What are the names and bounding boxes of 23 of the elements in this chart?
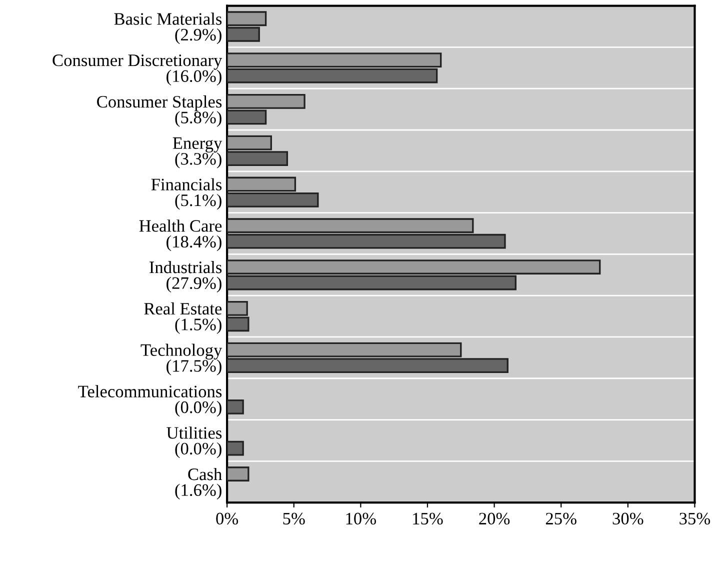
- x-tick-label: 0%: [216, 512, 238, 525]
- y-tick-label: Energy (3.3%): [172, 137, 222, 168]
- y-tick-label: Basic Materials (2.9%): [114, 12, 222, 44]
- y-tick-label: Cash (1.6%): [175, 468, 222, 500]
- y-tick-label: Consumer Discretionary (16.0%): [52, 54, 222, 86]
- y-tick-label: Utilities (0.0%): [166, 426, 222, 458]
- bar: [227, 399, 244, 414]
- bar: [227, 466, 250, 482]
- y-tick-label: Telecommunications (0.0%): [78, 385, 222, 417]
- y-tick-label: Financials (5.1%): [151, 178, 222, 210]
- y-tick-label: Industrials (27.9%): [150, 260, 222, 292]
- x-tick-label: 20%: [479, 512, 510, 525]
- x-tick-label: 35%: [680, 512, 710, 525]
- x-tick-label: 5%: [283, 512, 305, 525]
- y-tick-label: Technology (17.5%): [140, 344, 222, 376]
- x-tick-label: 25%: [546, 512, 576, 525]
- x-tick-label: 30%: [612, 512, 644, 525]
- x-tick-label: 10%: [346, 512, 376, 525]
- y-tick-label: Consumer Staples (5.8%): [97, 95, 222, 127]
- bar: [227, 440, 244, 456]
- x-tick-label: 15%: [413, 512, 443, 525]
- y-tick-label: Real Estate (1.5%): [144, 302, 222, 334]
- y-tick-label: Health Care (18.4%): [139, 220, 222, 252]
